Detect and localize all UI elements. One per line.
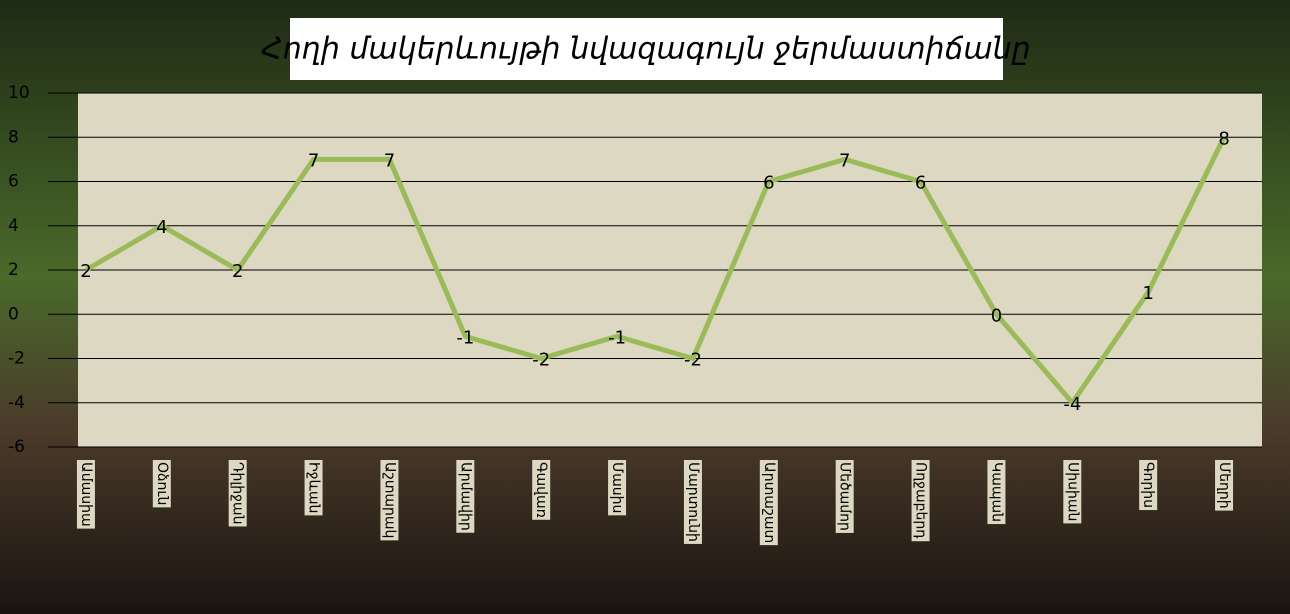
y-tick-label: -4 [8,393,25,413]
x-tick-group: Մասիս [608,460,626,515]
data-label: 0 [991,305,1002,326]
x-tick-group: Աշտարակ [380,460,398,540]
x-tick-label: Գորիս [1140,462,1156,508]
data-label: -1 [456,327,474,348]
data-label: -2 [532,350,550,371]
x-tick-group: Մարտունի [684,460,702,544]
data-label: 6 [915,173,926,194]
data-label: 7 [839,150,850,171]
x-tick-group: Կապան [987,460,1005,524]
x-tick-label: Ողջաբերդ [913,462,929,539]
x-tick-label: Մեղրի [1216,462,1232,509]
y-tick-label: 8 [8,127,19,147]
y-tick-label: 0 [8,304,19,324]
chart-title: Հողի մակերևույթի նվազագույն ջերմաստիճանը [261,32,1030,67]
x-tick-group: Օձուն [153,460,171,507]
x-tick-label: Օձուն [154,462,170,505]
y-tick-label: 2 [8,260,19,280]
data-label: 7 [384,150,395,171]
x-tick-label: Գավառ [533,462,549,518]
x-tick-group: Դիլիջան [229,460,247,526]
data-label: 8 [1218,128,1229,149]
chart: Հողի մակերևույթի նվազագույն ջերմաստիճանը… [0,0,1290,614]
x-tick-label: Սիսիան [1064,462,1080,521]
x-tick-label: Կապան [988,462,1004,522]
x-tick-label: Արմավիր [457,462,473,531]
x-tick-group: Ամասիա [77,460,95,529]
x-tick-label: Դիլիջան [230,462,246,524]
data-label: 4 [156,217,167,238]
x-tick-label: Մասիս [609,462,625,513]
data-label: 2 [232,261,243,282]
data-label: -4 [1063,394,1081,415]
data-label: 1 [1142,283,1153,304]
x-tick-label: Ամասիա [78,462,94,527]
x-tick-label: Իջևան [306,462,322,513]
x-tick-group: Սիսիան [1063,460,1081,523]
y-tick-label: 6 [8,172,19,192]
data-label: 2 [80,261,91,282]
x-tick-label: Արտաշատ [761,462,777,543]
x-tick-group: Մեծամոր [836,460,854,533]
data-label: 6 [763,173,774,194]
x-tick-group: Գորիս [1139,460,1157,510]
x-tick-label: Մարտունի [685,462,701,542]
x-tick-group: Մեղրի [1215,460,1233,511]
y-tick-label: -6 [8,437,25,457]
y-tick-label: -2 [8,349,25,369]
x-tick-label: Մեծամոր [837,462,853,531]
x-tick-group: Ողջաբերդ [912,460,930,541]
data-label: -1 [608,327,626,348]
x-tick-group: Արմավիր [456,460,474,533]
x-tick-group: Գավառ [532,460,550,520]
y-tick-label: 10 [8,83,30,103]
data-label: -2 [684,350,702,371]
y-tick-label: 4 [8,216,19,236]
x-tick-label: Աշտարակ [381,462,397,538]
x-tick-group: Իջևան [305,460,323,515]
data-label: 7 [308,150,319,171]
x-tick-group: Արտաշատ [760,460,778,545]
